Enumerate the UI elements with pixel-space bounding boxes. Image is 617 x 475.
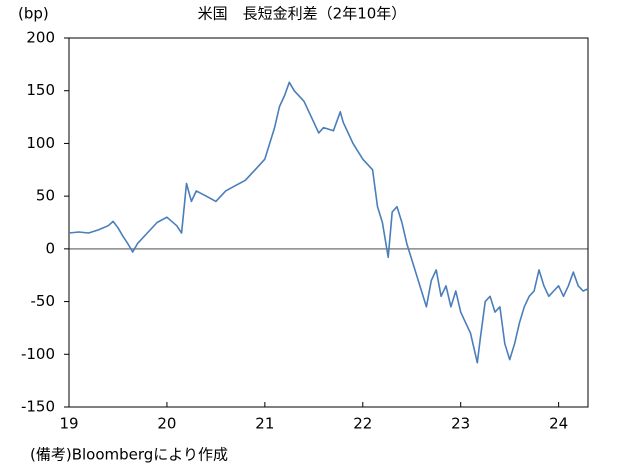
y-tick-label: 100	[26, 134, 55, 152]
y-axis-label: (bp)	[18, 5, 49, 23]
y-tick-label: -150	[21, 398, 55, 416]
x-tick-label: 22	[353, 415, 372, 433]
x-tick-label: 21	[255, 415, 274, 433]
chart-title: 米国 長短金利差（2年10年）	[198, 5, 407, 23]
x-tick-label: 20	[157, 415, 176, 433]
data-line	[68, 81, 589, 364]
note: (備考)Bloombergにより作成	[30, 446, 228, 464]
y-tick-label: 200	[26, 29, 55, 47]
y-tick-label: 50	[36, 187, 55, 205]
y-tick-label: 0	[45, 239, 55, 257]
y-tick-label: -100	[21, 345, 55, 363]
y-tick-label: 150	[26, 81, 55, 99]
x-tick-label: 24	[549, 415, 568, 433]
y-tick-label: -50	[31, 292, 56, 310]
plot-frame	[68, 37, 589, 408]
x-tick-label: 19	[59, 415, 78, 433]
x-tick-label: 23	[451, 415, 470, 433]
